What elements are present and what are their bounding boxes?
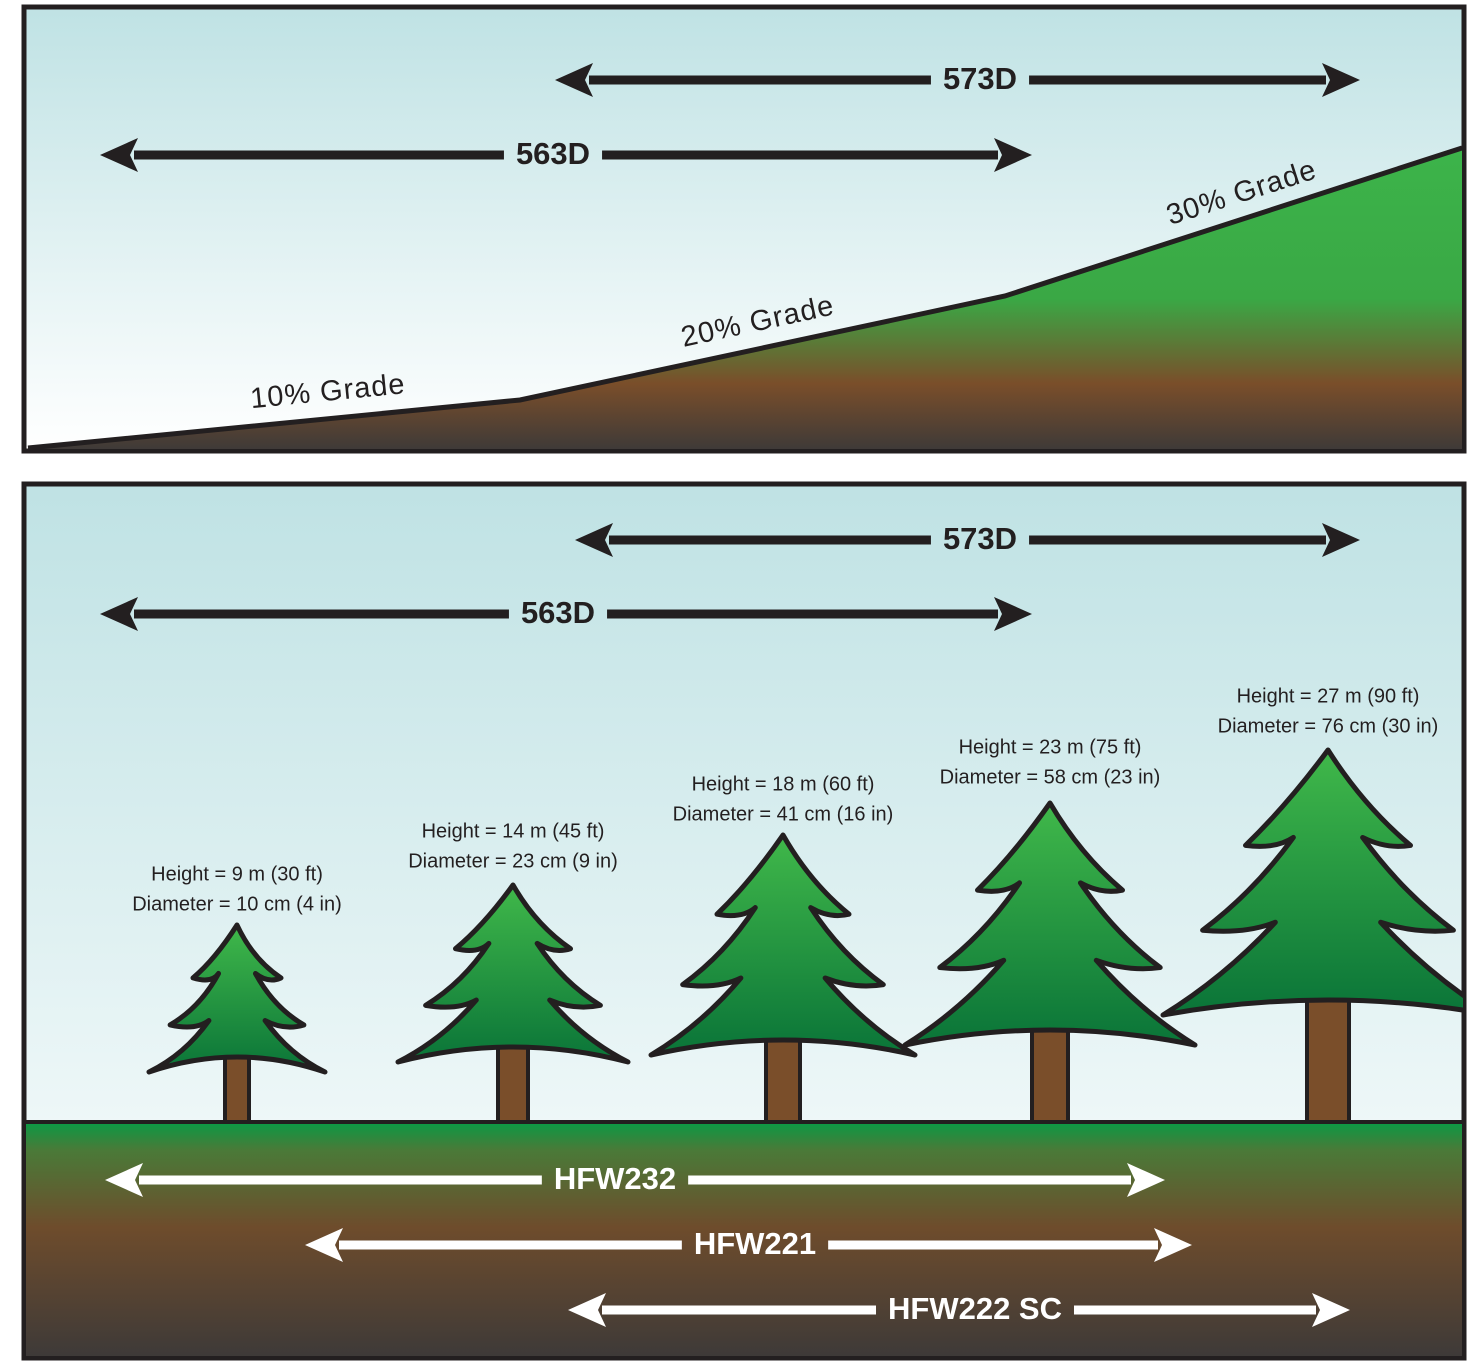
tree-height: Height = 27 m (90 ft) (1237, 685, 1420, 707)
tree-diameter: Diameter = 23 cm (9 in) (408, 850, 618, 872)
arrow-head (994, 138, 1032, 172)
arrow-head (1322, 63, 1360, 97)
tree-diameter: Diameter = 41 cm (16 in) (673, 803, 894, 825)
tree-height: Height = 14 m (45 ft) (422, 820, 605, 842)
tree-diameter: Diameter = 58 cm (23 in) (940, 766, 1161, 788)
tree-trunk (1305, 993, 1351, 1124)
tree-foliage (648, 832, 918, 1058)
tree-diameter: Diameter = 76 cm (30 in) (1218, 715, 1439, 737)
tree-foliage (395, 882, 631, 1065)
arrow-head (1154, 1228, 1192, 1262)
ground (26, 1122, 1462, 1356)
tree-foliage (902, 800, 1198, 1048)
slope-line (27, 145, 1463, 451)
arrow-label: HFW221 (694, 1226, 816, 1261)
arrow-head (1127, 1163, 1165, 1197)
tree-trunk (764, 1033, 802, 1124)
tree-foliage (146, 922, 328, 1075)
tree-height: Height = 9 m (30 ft) (151, 863, 323, 885)
tree-height: Height = 23 m (75 ft) (959, 736, 1142, 758)
arrow-head (994, 597, 1032, 631)
tree-trunk (223, 1050, 251, 1124)
arrow-head (305, 1228, 343, 1262)
arrow-head (1312, 1293, 1350, 1327)
tree-foliage (1160, 747, 1463, 1018)
bottom-panel (21, 481, 1467, 1361)
arrow-label: 573D (943, 61, 1017, 96)
hill (28, 148, 1462, 449)
tree-trunk (1030, 1023, 1070, 1124)
arrow-label: HFW222 SC (888, 1291, 1062, 1326)
arrow-label: 563D (521, 595, 595, 630)
arrow-head (100, 597, 138, 631)
arrow-head (100, 138, 138, 172)
top-panel (21, 4, 1467, 454)
tree-diameter: Diameter = 10 cm (4 in) (132, 893, 342, 915)
arrow-head (105, 1163, 143, 1197)
arrow-label: 573D (943, 521, 1017, 556)
arrow-label: HFW232 (554, 1161, 676, 1196)
tree-height: Height = 18 m (60 ft) (692, 773, 875, 795)
arrow-label: 563D (516, 136, 590, 171)
trees (146, 747, 1463, 1124)
arrow-head (575, 523, 613, 557)
arrow-head (1322, 523, 1360, 557)
arrow-head (555, 63, 593, 97)
arrow-head (568, 1293, 606, 1327)
tree-trunk (496, 1040, 530, 1124)
